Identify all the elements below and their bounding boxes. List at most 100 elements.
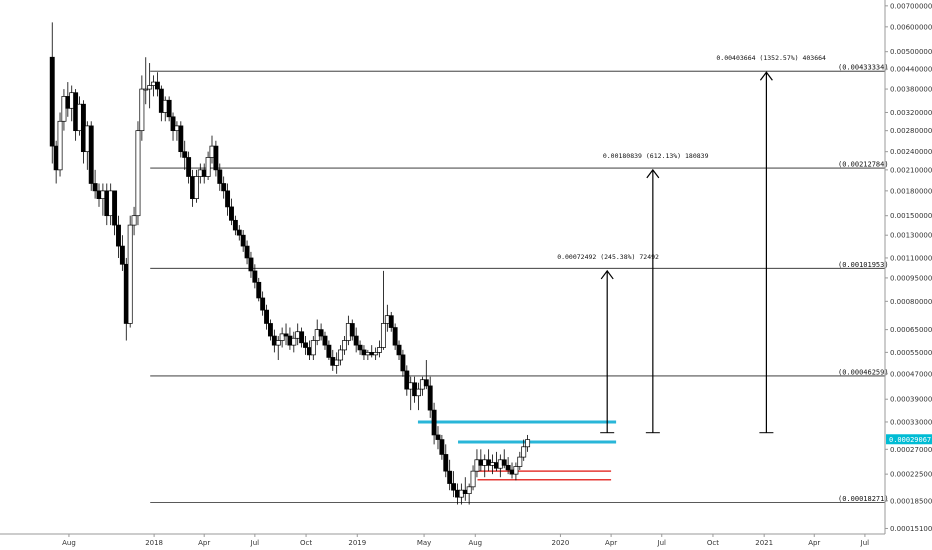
y-tick-label: 0.00150000 <box>890 212 932 220</box>
target-arrow-head <box>600 269 614 280</box>
target-label: 0.00403664 (1352.57%) 403664 <box>716 54 826 62</box>
candle-body <box>267 323 273 337</box>
horizontal-levels: (0.00433334) (0.00212784) (0.00101953) (0.0… <box>150 64 889 503</box>
y-tick-label: 0.00240000 <box>890 148 932 156</box>
x-tick-label: Apr <box>198 539 210 547</box>
candle-body <box>470 470 476 488</box>
y-tick-label: 0.00180000 <box>890 187 932 195</box>
candle-body <box>322 335 328 346</box>
candle-body <box>127 224 133 324</box>
candle-body <box>193 176 199 199</box>
candle-body <box>135 130 141 217</box>
y-tick-label: 0.00055000 <box>890 349 932 357</box>
y-tick-label: 0.00440000 <box>890 66 932 74</box>
x-tick-label: May <box>417 539 431 547</box>
candle-body <box>166 99 172 118</box>
target-label: 0.00072492 (245.38%) 72492 <box>557 253 659 261</box>
candle-body <box>116 224 121 247</box>
y-tick-label: 0.00022500 <box>890 471 932 479</box>
y-tick-label: 0.00047000 <box>890 370 932 378</box>
candle-body <box>61 96 67 122</box>
x-tick-label: Jul <box>860 539 870 547</box>
candle-body <box>443 454 449 472</box>
candle-body <box>513 466 519 475</box>
candle-body <box>427 385 433 411</box>
candle-body <box>435 434 441 440</box>
support-resistance-zones <box>417 420 617 481</box>
candle-body <box>342 340 347 351</box>
x-tick-label: Jul <box>250 539 260 547</box>
x-tick-label: Jul <box>657 539 667 547</box>
x-tick-label: Apr <box>808 539 820 547</box>
candle-body <box>451 483 457 491</box>
x-tick-label: 2018 <box>145 539 163 547</box>
y-tick-label: 0.00027000 <box>890 446 932 454</box>
candle-body <box>416 388 421 397</box>
x-tick-label: Aug <box>468 539 482 547</box>
candle-body <box>377 347 382 353</box>
candle-body <box>252 270 258 283</box>
y-tick-label: 0.00039000 <box>890 396 932 404</box>
y-tick-label: 0.00700000 <box>890 2 932 10</box>
y-tick-label: 0.00280000 <box>890 127 932 135</box>
x-tick-label: 2020 <box>552 539 570 547</box>
candle-body <box>380 323 386 348</box>
target-arrows: 0.00072492 (245.38%) 72492 0.00180839 (61… <box>557 54 826 434</box>
target-arrow-head <box>759 71 773 81</box>
y-tick-label: 0.00080000 <box>890 298 932 306</box>
x-tick-label: 2019 <box>348 539 366 547</box>
candle-body <box>232 219 238 231</box>
candle-body <box>505 465 511 471</box>
candle-body <box>170 116 176 132</box>
y-tick-label: 0.00320000 <box>890 109 932 117</box>
candle-body <box>182 151 188 158</box>
candle-body <box>260 297 266 311</box>
candle-body <box>400 354 406 372</box>
candle-body <box>357 344 363 351</box>
candle-body <box>205 157 211 177</box>
candle-body <box>139 88 145 132</box>
y-tick-label: 0.00130000 <box>890 232 932 240</box>
candle-body <box>334 359 340 366</box>
candle-body <box>318 329 324 337</box>
candle-body <box>291 337 297 346</box>
candle-body <box>229 206 234 221</box>
candle-body <box>310 340 316 356</box>
candle-body <box>338 349 344 361</box>
candle-body <box>299 331 305 344</box>
y-tick-label: 0.00500000 <box>890 48 932 56</box>
level-label: (0.00018271) <box>838 495 889 503</box>
candle-body <box>404 370 410 390</box>
y-tick-label: 0.00033000 <box>890 418 932 426</box>
y-tick-label: 0.00018500 <box>890 497 932 505</box>
candle-body <box>521 446 527 458</box>
candle-body <box>112 190 118 226</box>
candle-body <box>225 190 231 208</box>
candle-body <box>92 183 98 192</box>
candle-body <box>303 342 308 348</box>
x-tick-label: Oct <box>300 539 312 547</box>
x-tick-label: Oct <box>707 539 719 547</box>
candle-body <box>131 215 137 226</box>
candle-body <box>186 157 192 177</box>
candle-body <box>147 85 153 90</box>
level-label: (0.00101953) <box>838 261 889 269</box>
candle-body <box>217 169 223 184</box>
candle-body <box>236 229 242 236</box>
candle-body <box>517 456 523 467</box>
candle-body <box>388 315 394 328</box>
target-label: 0.00180839 (612.13%) 180839 <box>603 152 709 160</box>
candle-body <box>178 125 184 153</box>
level-label: (0.00433334) <box>838 64 889 72</box>
current-price-tag <box>886 434 932 445</box>
x-tick-label: Apr <box>605 539 617 547</box>
time-axis: Aug 2018 Apr Jul Oct 2019 May Aug 2020 Apr Jul Oct 2… <box>62 534 869 547</box>
level-label: (0.00046259) <box>838 368 889 376</box>
y-tick-label: 0.00095000 <box>890 274 932 282</box>
candle-body <box>466 486 472 494</box>
candle-body <box>57 120 63 171</box>
candle-body <box>525 439 531 448</box>
candle-body <box>256 281 262 299</box>
y-tick-label: 0.00600000 <box>890 23 932 31</box>
